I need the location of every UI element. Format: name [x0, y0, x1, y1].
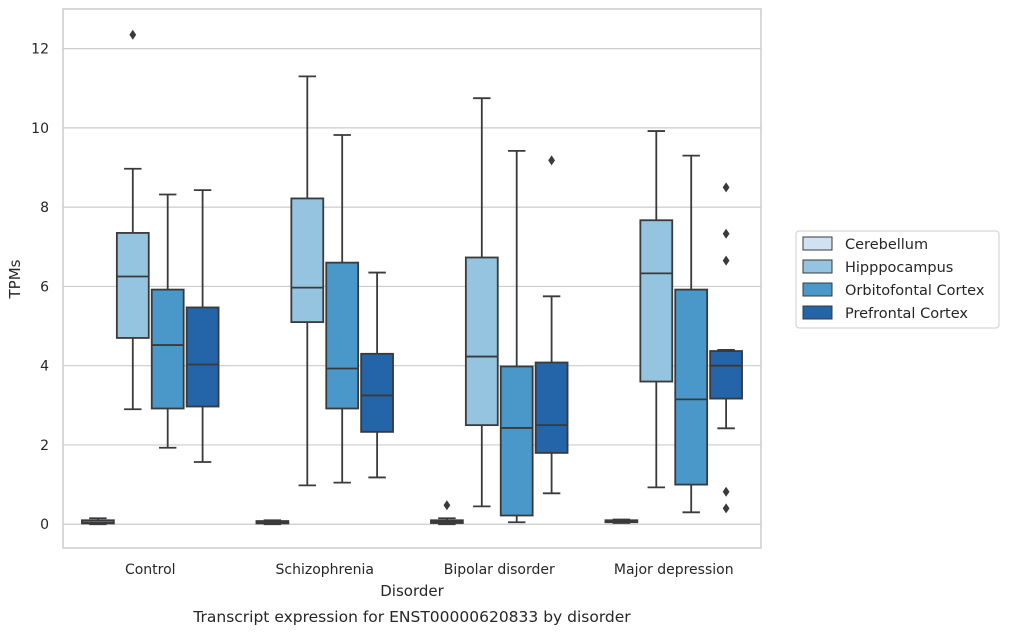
- y-tick-label: 2: [40, 438, 49, 454]
- legend-swatch: [802, 259, 833, 274]
- outlier-marker: [129, 29, 137, 40]
- y-tick-label: 10: [31, 121, 49, 137]
- iqr-box: [709, 350, 743, 400]
- y-tick-label: 0: [40, 517, 49, 533]
- box-prefrontal-cortex-bipolar-disorder: [534, 155, 569, 495]
- box-hipppocampus-control: [115, 29, 150, 411]
- y-axis-label: TPMs: [6, 259, 24, 299]
- plot-area: [81, 29, 743, 526]
- iqr-box: [464, 256, 499, 427]
- legend-label: Cerebellum: [845, 237, 928, 253]
- box-orbitofontal-cortex-schizophrenia: [325, 134, 360, 484]
- box-orbitofontal-cortex-bipolar-disorder: [499, 149, 534, 524]
- iqr-box: [639, 219, 674, 383]
- axes-frame: [62, 8, 762, 549]
- y-tick-label: 8: [40, 200, 49, 216]
- y-tick-label: 12: [31, 42, 49, 58]
- box-cerebellum-control: [81, 517, 115, 526]
- legend-swatch: [802, 305, 833, 320]
- box-prefrontal-cortex-schizophrenia: [360, 271, 394, 479]
- box-hipppocampus-major-depression: [639, 130, 674, 489]
- legend: Cerebellum Hipppocampus Orbitofontal Corte…: [795, 230, 1000, 329]
- x-tick-label: Control: [125, 562, 176, 578]
- iqr-box: [360, 352, 394, 433]
- legend-label: Prefrontal Cortex: [845, 306, 968, 322]
- iqr-box: [115, 232, 150, 339]
- y-tick-label: 4: [40, 359, 49, 375]
- box-hipppocampus-bipolar-disorder: [464, 97, 499, 508]
- legend-label: Hipppocampus: [845, 260, 953, 276]
- box-orbitofontal-cortex-control: [150, 193, 185, 449]
- outlier-marker: [722, 503, 730, 514]
- x-axis-label: Disorder: [380, 582, 444, 600]
- outlier-marker: [548, 155, 555, 166]
- y-tick-labels: 0 2 4 6 8 10 12: [31, 42, 49, 534]
- box-prefrontal-cortex-major-depression: [709, 182, 743, 514]
- box-hipppocampus-schizophrenia: [290, 75, 325, 487]
- y-tick-label: 6: [40, 279, 49, 295]
- box-cerebellum-major-depression: [604, 518, 639, 524]
- outlier-marker: [722, 182, 730, 193]
- iqr-box: [534, 361, 569, 454]
- legend-frame: [795, 230, 1000, 329]
- box-orbitofontal-cortex-major-depression: [674, 154, 709, 514]
- x-tick-label: Schizophrenia: [276, 562, 374, 578]
- legend-swatch: [802, 236, 833, 251]
- box-prefrontal-cortex-control: [185, 189, 220, 463]
- box-cerebellum-schizophrenia: [255, 519, 290, 526]
- outlier-marker: [722, 486, 730, 497]
- outlier-marker: [722, 255, 730, 266]
- chart-caption: Transcript expression for ENST0000062083…: [192, 608, 631, 626]
- outlier-marker: [443, 500, 451, 511]
- iqr-box: [325, 261, 360, 410]
- x-tick-labels: Control Schizophrenia Bipolar disorder Majo…: [125, 562, 734, 578]
- legend-label: Orbitofontal Cortex: [845, 283, 985, 299]
- iqr-box: [185, 306, 220, 408]
- x-tick-label: Major depression: [614, 562, 734, 578]
- iqr-box: [499, 365, 534, 517]
- iqr-box: [290, 197, 325, 323]
- box-cerebellum-bipolar-disorder: [430, 500, 464, 526]
- legend-swatch: [802, 282, 833, 297]
- iqr-box: [674, 288, 709, 486]
- outlier-marker: [722, 228, 730, 239]
- x-tick-label: Bipolar disorder: [444, 562, 555, 578]
- iqr-box: [150, 288, 185, 410]
